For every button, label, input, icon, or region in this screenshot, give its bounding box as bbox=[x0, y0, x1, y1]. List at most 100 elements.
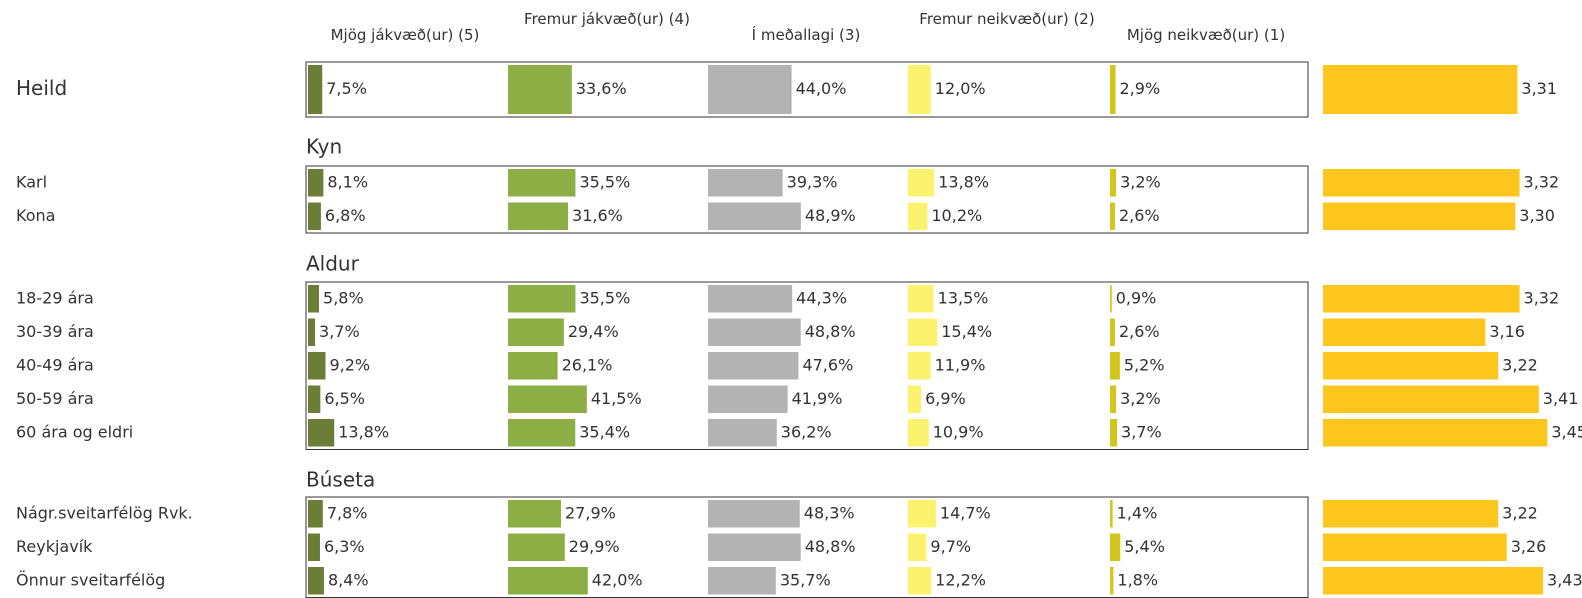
bar bbox=[508, 385, 587, 413]
mean-label: 3,16 bbox=[1489, 322, 1525, 341]
bar bbox=[708, 285, 793, 313]
value-label: 13,8% bbox=[938, 172, 989, 191]
value-label: 12,2% bbox=[935, 570, 986, 589]
value-label: 3,7% bbox=[319, 322, 360, 341]
bar bbox=[508, 285, 576, 313]
value-label: 5,2% bbox=[1124, 355, 1165, 374]
value-label: 48,8% bbox=[805, 322, 856, 341]
value-label: 13,8% bbox=[338, 422, 389, 441]
row-label: 60 ára og eldri bbox=[16, 422, 133, 441]
mean-bar bbox=[1323, 385, 1539, 413]
value-label: 26,1% bbox=[562, 355, 613, 374]
bar bbox=[708, 318, 801, 346]
bar bbox=[708, 202, 801, 230]
mean-bar bbox=[1323, 419, 1548, 447]
bar bbox=[708, 352, 799, 380]
group-title: Búseta bbox=[306, 468, 375, 492]
bar bbox=[308, 352, 326, 380]
bar bbox=[308, 65, 323, 114]
bar bbox=[508, 65, 572, 114]
value-label: 41,5% bbox=[591, 389, 642, 408]
value-label: 29,9% bbox=[569, 537, 620, 556]
value-label: 33,6% bbox=[576, 79, 627, 98]
row-label: 18-29 ára bbox=[16, 288, 94, 307]
bar bbox=[1110, 202, 1115, 230]
bar bbox=[308, 169, 324, 197]
value-label: 14,7% bbox=[940, 503, 991, 522]
column-header: Mjög jákvæð(ur) (5) bbox=[330, 26, 480, 44]
bar bbox=[508, 419, 576, 447]
value-label: 36,2% bbox=[781, 422, 832, 441]
bar bbox=[1110, 500, 1113, 528]
value-label: 35,4% bbox=[579, 422, 630, 441]
bar bbox=[708, 567, 776, 595]
bar bbox=[1110, 65, 1116, 114]
bar bbox=[1110, 567, 1114, 595]
bar bbox=[908, 285, 934, 313]
mean-bar bbox=[1323, 352, 1499, 380]
bar bbox=[908, 202, 928, 230]
value-label: 12,0% bbox=[935, 79, 986, 98]
bar bbox=[508, 533, 565, 561]
value-label: 48,9% bbox=[805, 206, 856, 225]
mean-label: 3,32 bbox=[1524, 172, 1560, 191]
value-label: 44,0% bbox=[796, 79, 847, 98]
mean-label: 3,22 bbox=[1502, 355, 1538, 374]
bar bbox=[708, 500, 800, 528]
value-label: 9,2% bbox=[329, 355, 370, 374]
value-label: 35,5% bbox=[579, 288, 630, 307]
value-label: 1,8% bbox=[1117, 570, 1158, 589]
bar bbox=[708, 169, 783, 197]
value-label: 3,7% bbox=[1121, 422, 1162, 441]
bar bbox=[708, 385, 788, 413]
value-label: 11,9% bbox=[935, 355, 986, 374]
bar bbox=[508, 169, 576, 197]
value-label: 7,5% bbox=[326, 79, 367, 98]
mean-label: 3,30 bbox=[1519, 206, 1555, 225]
row-label: 30-39 ára bbox=[16, 322, 94, 341]
value-label: 6,3% bbox=[324, 537, 365, 556]
column-header: Fremur neikvæð(ur) (2) bbox=[919, 10, 1095, 28]
value-label: 13,5% bbox=[938, 288, 989, 307]
value-label: 44,3% bbox=[796, 288, 847, 307]
mean-label: 3,43 bbox=[1547, 570, 1582, 589]
mean-label: 3,22 bbox=[1502, 503, 1538, 522]
value-label: 48,8% bbox=[805, 537, 856, 556]
group-title: Aldur bbox=[306, 252, 360, 276]
value-label: 27,9% bbox=[565, 503, 616, 522]
bar bbox=[1110, 318, 1115, 346]
block-border bbox=[305, 281, 1309, 450]
value-label: 7,8% bbox=[327, 503, 368, 522]
row-label: Reykjavík bbox=[16, 537, 93, 556]
value-label: 2,9% bbox=[1120, 79, 1161, 98]
bar bbox=[908, 352, 931, 380]
value-label: 35,5% bbox=[579, 172, 630, 191]
bar bbox=[1110, 419, 1118, 447]
value-label: 41,9% bbox=[792, 389, 843, 408]
mean-bar bbox=[1323, 169, 1520, 197]
bar bbox=[908, 533, 927, 561]
bar bbox=[508, 202, 569, 230]
bar bbox=[708, 419, 777, 447]
mean-bar bbox=[1323, 202, 1516, 230]
value-label: 6,5% bbox=[324, 389, 365, 408]
mean-label: 3,41 bbox=[1543, 389, 1579, 408]
bar bbox=[908, 318, 938, 346]
block-border bbox=[305, 61, 1309, 118]
bar bbox=[508, 318, 564, 346]
value-label: 1,4% bbox=[1117, 503, 1158, 522]
bar bbox=[308, 318, 316, 346]
bar bbox=[908, 500, 936, 528]
value-label: 2,6% bbox=[1119, 322, 1160, 341]
value-label: 6,8% bbox=[325, 206, 366, 225]
bar bbox=[308, 419, 335, 447]
row-label: Nágr.sveitarfélög Rvk. bbox=[16, 503, 193, 522]
value-label: 10,9% bbox=[933, 422, 984, 441]
bar bbox=[308, 567, 324, 595]
mean-bar bbox=[1323, 567, 1544, 595]
mean-label: 3,31 bbox=[1521, 79, 1557, 98]
bar bbox=[908, 419, 929, 447]
mean-bar bbox=[1323, 65, 1518, 114]
value-label: 48,3% bbox=[804, 503, 855, 522]
